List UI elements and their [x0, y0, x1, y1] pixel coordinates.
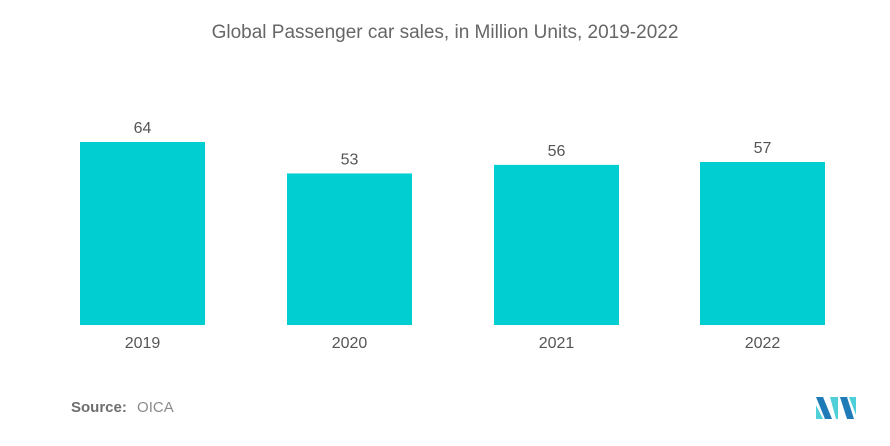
x-tick-label-2019: 2019 — [125, 335, 161, 352]
data-label-2019: 64 — [134, 120, 152, 137]
source-value: OICA — [137, 399, 174, 416]
source-note: Source: OICA — [71, 399, 174, 416]
mordor-intelligence-logo-icon — [816, 397, 856, 419]
bar-2019 — [80, 142, 205, 325]
data-label-2020: 53 — [341, 151, 359, 168]
x-tick-label-2020: 2020 — [332, 335, 368, 352]
data-label-2021: 56 — [548, 143, 566, 160]
chart-title: Global Passenger car sales, in Million U… — [211, 22, 679, 43]
source-label: Source: — [71, 399, 127, 416]
x-tick-label-2022: 2022 — [745, 335, 781, 352]
bar-2020 — [287, 173, 412, 325]
bar-2022 — [700, 162, 825, 325]
x-tick-label-2021: 2021 — [539, 335, 575, 352]
data-label-2022: 57 — [754, 140, 772, 157]
bar-2021 — [494, 164, 619, 325]
